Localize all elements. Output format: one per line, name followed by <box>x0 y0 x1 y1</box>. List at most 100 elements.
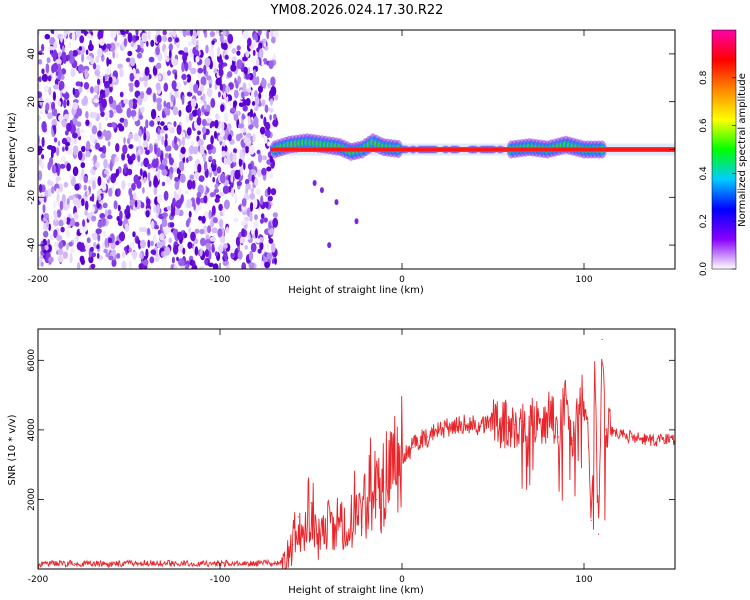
noise-speckle <box>172 244 179 255</box>
noise-speckle <box>169 222 175 228</box>
noise-speckle <box>121 260 127 269</box>
noise-speckle <box>185 104 192 113</box>
noise-speckle <box>187 241 193 249</box>
noise-speckle <box>238 204 243 211</box>
noise-speckle <box>140 161 144 167</box>
noise-speckle <box>241 262 247 269</box>
noise-speckle <box>182 51 189 58</box>
noise-speckle <box>58 241 64 250</box>
noise-speckle <box>164 133 168 140</box>
noise-speckle <box>266 252 273 260</box>
noise-speckle <box>162 251 167 257</box>
noise-speckle <box>53 200 56 209</box>
noise-speckle <box>220 104 225 113</box>
noise-speckle <box>155 204 161 214</box>
noise-speckle <box>236 110 241 116</box>
noise-speckle <box>46 219 49 229</box>
noise-speckle <box>269 123 274 130</box>
noise-speckle <box>222 185 229 195</box>
noise-speckle <box>101 181 107 191</box>
noise-speckle <box>78 86 83 94</box>
noise-speckle <box>145 248 149 259</box>
noise-speckle <box>106 57 110 67</box>
noise-speckle <box>105 43 112 50</box>
scatter-dot <box>319 187 324 194</box>
noise-speckle <box>201 215 206 224</box>
noise-speckle <box>243 91 250 97</box>
noise-speckle <box>187 60 192 71</box>
noise-speckle <box>223 112 229 122</box>
noise-speckle <box>190 67 197 75</box>
noise-speckle <box>219 235 226 244</box>
noise-speckle <box>43 249 47 254</box>
noise-speckle <box>93 242 97 249</box>
noise-speckle <box>198 175 205 183</box>
noise-speckle <box>249 211 253 222</box>
noise-speckle <box>210 98 216 108</box>
noise-speckle <box>70 136 75 145</box>
noise-speckle <box>163 190 169 201</box>
noise-speckle <box>74 221 80 227</box>
noise-speckle <box>265 201 269 209</box>
noise-speckle <box>184 263 189 269</box>
noise-speckle <box>106 214 113 220</box>
noise-speckle <box>79 129 85 134</box>
snr-point <box>281 562 283 564</box>
noise-speckle <box>80 162 86 169</box>
noise-speckle <box>162 158 168 166</box>
noise-speckle <box>203 30 206 35</box>
noise-speckle <box>189 30 193 37</box>
noise-speckle <box>52 62 59 72</box>
colorbar-tick-label: 0.0 <box>699 262 709 277</box>
noise-speckle <box>248 169 252 178</box>
noise-speckle <box>196 39 199 46</box>
snr-point <box>383 481 385 483</box>
noise-speckle <box>272 212 278 218</box>
noise-speckle <box>113 200 118 210</box>
noise-speckle <box>218 191 225 197</box>
noise-speckle <box>63 92 70 100</box>
noise-speckle <box>52 91 57 101</box>
snr-point <box>557 436 560 438</box>
noise-speckle <box>92 180 96 190</box>
noise-speckle <box>161 135 165 146</box>
noise-speckle <box>150 39 155 47</box>
colorbar-tick-label: 0.6 <box>699 118 709 133</box>
noise-speckle <box>248 82 252 90</box>
noise-speckle <box>132 231 136 238</box>
noise-speckle <box>89 196 93 201</box>
snr-point <box>528 422 531 424</box>
noise-speckle <box>150 220 155 230</box>
noise-speckle <box>147 227 151 234</box>
noise-speckle <box>97 30 104 41</box>
noise-speckle <box>242 82 247 91</box>
noise-speckle <box>171 80 177 90</box>
noise-speckle <box>148 143 153 154</box>
noise-speckle <box>208 209 212 220</box>
noise-speckle <box>112 50 115 59</box>
noise-speckle <box>81 52 85 63</box>
snr-x-tick-label: -100 <box>210 575 231 585</box>
noise-speckle <box>41 136 45 148</box>
noise-speckle <box>57 255 64 263</box>
noise-speckle <box>70 248 75 253</box>
snr-point <box>641 437 643 440</box>
noise-speckle <box>128 82 134 88</box>
noise-speckle <box>124 223 130 233</box>
noise-speckle <box>183 46 188 53</box>
snr-point <box>434 432 436 434</box>
noise-speckle <box>116 253 121 259</box>
noise-speckle <box>93 94 99 101</box>
noise-speckle <box>240 91 245 99</box>
noise-speckle <box>98 147 104 152</box>
noise-speckle <box>197 107 201 118</box>
noise-speckle <box>247 115 251 126</box>
noise-speckle <box>81 145 86 153</box>
snr-y-tick-label: 2000 <box>27 488 37 511</box>
noise-speckle <box>189 112 193 121</box>
noise-speckle <box>38 59 43 65</box>
noise-speckle <box>114 156 119 163</box>
noise-speckle <box>68 50 74 57</box>
noise-speckle <box>38 50 43 55</box>
